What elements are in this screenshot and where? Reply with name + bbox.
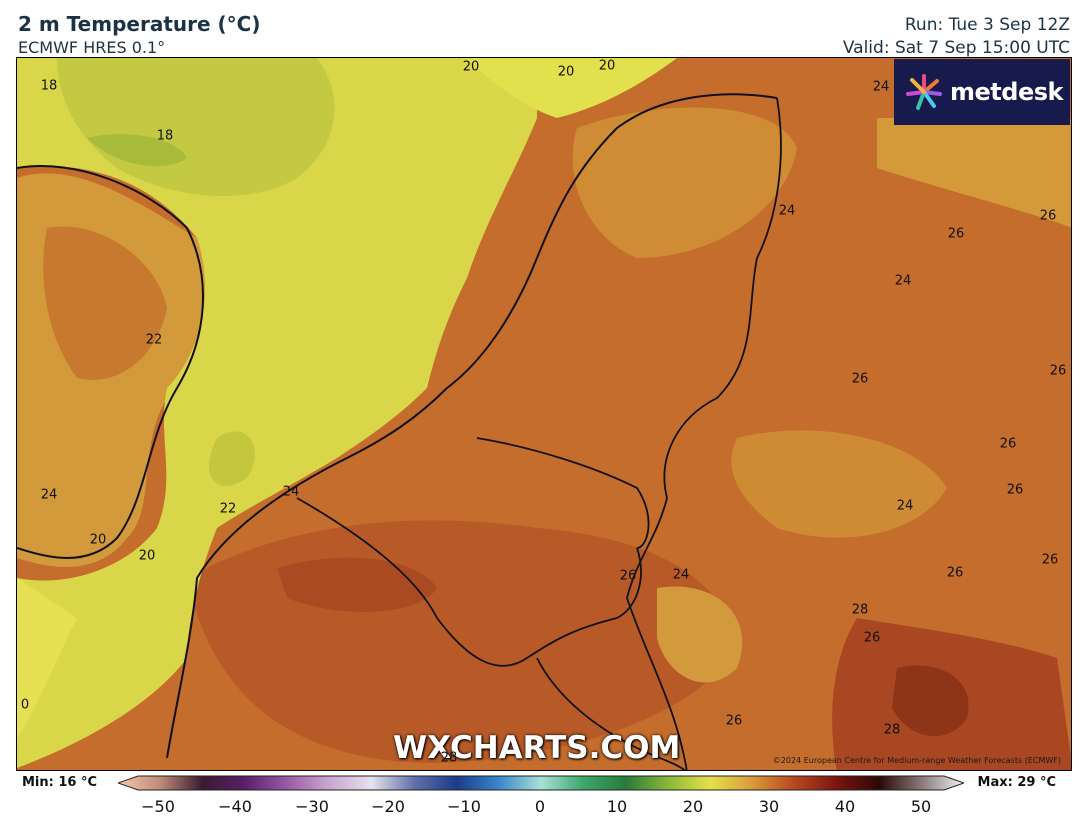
colorbar-tick: −30 (295, 797, 329, 816)
colorbar-tick: −10 (447, 797, 481, 816)
contour-label: 22 (145, 332, 163, 348)
contour-label: 28 (851, 602, 869, 618)
contour-label: 20 (598, 58, 616, 74)
colorbar-max-label: Max: 29 °C (977, 775, 1056, 790)
contour-label: 26 (999, 436, 1017, 452)
logo-text: metdesk (950, 78, 1063, 106)
contour-label: 20 (89, 532, 107, 548)
contour-label: 24 (672, 567, 690, 583)
temperature-map: metdesk WXCHARTS.COM ©2024 European Cent… (16, 57, 1072, 771)
border-germany-west (626, 97, 782, 770)
colorbar-tick: −40 (218, 797, 252, 816)
colorbar-tick: 50 (910, 797, 932, 816)
contour-label: 28 (883, 722, 901, 738)
contour-label: 24 (282, 484, 300, 500)
border-france-germany (536, 657, 686, 770)
colorbar-tick: 20 (682, 797, 704, 816)
channel-sea (17, 578, 77, 738)
contour-label: 18 (40, 78, 58, 94)
cool-zone-hills (657, 586, 743, 683)
contour-label: 26 (851, 371, 869, 387)
contour-label: 24 (778, 203, 796, 219)
colorbar-min-label: Min: 16 °C (22, 775, 98, 790)
contour-label: 24 (894, 273, 912, 289)
contour-label: 20 (138, 548, 156, 564)
sea-coolest (87, 134, 187, 167)
contour-label: 26 (725, 713, 743, 729)
contour-label: 22 (219, 501, 237, 517)
contour-label: 26 (947, 226, 965, 242)
chart-title: 2 m Temperature (°C) (18, 12, 261, 36)
colorbar-tick: 30 (758, 797, 780, 816)
contour-label: 26 (1049, 363, 1067, 379)
contour-label: 24 (40, 487, 58, 503)
sea-cool-north (57, 58, 335, 197)
coastline-england (17, 165, 205, 559)
contour-label: 26 (1039, 208, 1057, 224)
contour-label: 20 (462, 59, 480, 75)
map-canvas (17, 58, 1071, 770)
colorbar-tick: 40 (834, 797, 856, 816)
colorbar-gradient (118, 775, 964, 791)
contour-label: 26 (946, 565, 964, 581)
warm-zone-west (277, 557, 437, 612)
cool-zone-east (731, 430, 947, 538)
contour-label: 18 (156, 128, 174, 144)
starburst-icon (906, 74, 942, 110)
border-belgium-france (296, 497, 642, 667)
cool-zone-northeast (877, 118, 1071, 228)
england-warm (43, 226, 167, 380)
coastline-france-belgium (166, 387, 448, 759)
contour-label: 26 (1041, 552, 1059, 568)
run-label: Run: Tue 3 Sep 12Z (904, 15, 1070, 35)
contour-label: 24 (896, 498, 914, 514)
valid-time-label: Valid: Sat 7 Sep 15:00 UTC (842, 38, 1070, 58)
contour-label: 24 (872, 79, 890, 95)
metdesk-logo[interactable]: metdesk (894, 59, 1070, 125)
contour-label: 28 (440, 750, 458, 766)
copyright-notice: ©2024 European Centre for Medium-range W… (772, 756, 1061, 765)
colorbar-tick: 0 (534, 797, 546, 816)
contour-label: 0 (20, 697, 30, 713)
cool-zone-north (572, 107, 797, 258)
watermark: WXCHARTS.COM (393, 730, 681, 766)
contour-label: 26 (619, 568, 637, 584)
border-netherlands-belgium (476, 437, 650, 549)
north-sea (17, 58, 537, 768)
model-label: ECMWF HRES 0.1° (18, 38, 166, 57)
contour-label: 26 (863, 630, 881, 646)
contour-label: 26 (1006, 482, 1024, 498)
wadden-sea (467, 58, 677, 118)
colorbar-tick: 10 (606, 797, 628, 816)
contour-label: 20 (557, 64, 575, 80)
colorbar-tick: −20 (371, 797, 405, 816)
hot-zone-southeast (892, 665, 969, 737)
coastline-netherlands (446, 93, 778, 389)
sea-cool-patch (208, 431, 256, 486)
colorbar (118, 775, 964, 791)
colorbar-tick: −50 (141, 797, 175, 816)
